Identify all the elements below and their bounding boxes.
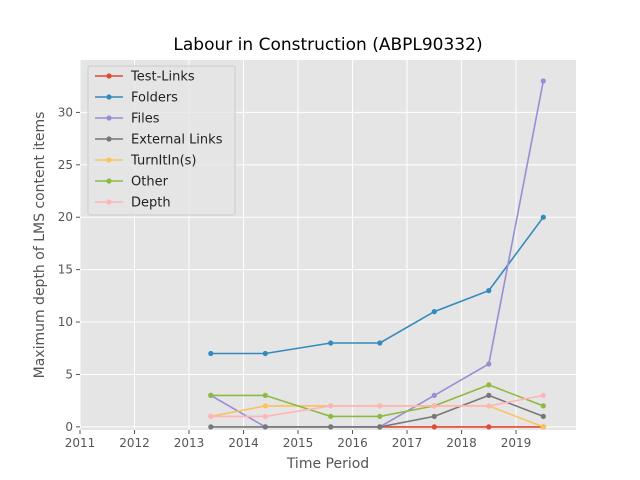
legend-entry: TurnItIn(s) <box>95 154 196 169</box>
legend-label: Other <box>131 175 169 190</box>
x-tick-label: 2017 <box>392 436 423 450</box>
data-point <box>540 413 546 419</box>
y-tick-label: 5 <box>65 367 73 381</box>
x-tick-label: 2019 <box>501 436 532 450</box>
data-point <box>328 413 334 419</box>
x-tick-label: 2014 <box>228 436 259 450</box>
data-point <box>377 403 383 409</box>
data-point <box>208 350 214 357</box>
series-layer <box>208 78 546 430</box>
legend-entry: Files <box>95 112 160 127</box>
series-3 <box>208 392 546 430</box>
x-tick-label: 2018 <box>446 436 477 450</box>
legend-label: Test-Links <box>130 70 195 85</box>
data-point <box>486 424 492 430</box>
data-point <box>486 361 492 367</box>
data-point <box>540 392 546 398</box>
data-point <box>540 403 546 409</box>
y-axis-label: Maximum depth of LMS content items <box>32 112 48 379</box>
legend-entry: Depth <box>95 196 171 211</box>
series-1 <box>208 214 546 357</box>
data-point <box>431 424 437 430</box>
x-tick-label: 2011 <box>65 436 96 450</box>
legend-swatch-marker <box>106 178 112 184</box>
y-tick-label: 30 <box>58 105 73 119</box>
data-point <box>377 424 383 430</box>
legend-label: Depth <box>131 196 171 211</box>
y-tick-label: 15 <box>58 263 73 277</box>
x-tick-label: 2012 <box>119 436 150 450</box>
legend-entry: Other <box>95 175 169 190</box>
data-point <box>328 340 334 346</box>
legend-swatch-marker <box>106 199 112 205</box>
y-tick-label: 20 <box>58 210 73 224</box>
x-axis-label: Time Period <box>286 456 369 472</box>
data-point <box>540 214 546 220</box>
legend-label: Files <box>131 112 160 127</box>
legend-entry: External Links <box>95 133 223 148</box>
data-point <box>328 403 334 409</box>
data-point <box>540 424 546 430</box>
x-tick-label: 2013 <box>174 436 205 450</box>
legend-box <box>87 65 236 216</box>
data-point <box>431 403 437 409</box>
legend-label: TurnItIn(s) <box>130 154 196 169</box>
legend-swatch-marker <box>106 136 112 142</box>
legend-swatch-marker <box>106 94 112 100</box>
data-point <box>486 392 492 398</box>
legend: Test-Links Folders Files External Links Turn… <box>87 65 236 216</box>
y-tick-label: 0 <box>65 420 73 434</box>
data-point <box>262 413 268 419</box>
data-point <box>208 413 214 419</box>
data-point <box>377 413 383 419</box>
legend-entry: Test-Links <box>95 70 195 85</box>
data-point <box>486 288 492 294</box>
y-tick-label: 10 <box>58 315 73 329</box>
data-point <box>262 350 268 357</box>
data-point <box>486 403 492 409</box>
data-point <box>262 424 268 430</box>
data-point <box>208 424 214 430</box>
legend-label: External Links <box>131 133 223 148</box>
x-tick-label: 2015 <box>283 436 314 450</box>
data-point <box>431 392 437 398</box>
data-point <box>262 403 268 409</box>
legend-entry: Folders <box>95 91 178 106</box>
legend-swatch-marker <box>106 157 112 163</box>
legend-swatch-marker <box>106 115 112 121</box>
x-axis-ticks: 2011 2012 2013 2014 2015 2016 2017 2018 2019 <box>65 430 532 450</box>
data-point <box>328 424 334 430</box>
y-axis-ticks: 0 5 10 15 20 25 30 <box>58 105 80 434</box>
series-5 <box>208 382 546 419</box>
data-point <box>262 392 268 398</box>
x-tick-label: 2016 <box>337 436 368 450</box>
data-point <box>431 309 437 315</box>
legend-swatch-marker <box>106 73 112 79</box>
data-point <box>486 382 492 388</box>
data-point <box>377 340 383 346</box>
series-6 <box>208 392 546 419</box>
data-point <box>431 413 437 419</box>
data-point <box>540 78 546 84</box>
chart-title: Labour in Construction (ABPL90332) <box>173 35 482 55</box>
y-tick-label: 25 <box>58 158 73 172</box>
data-point <box>208 392 214 398</box>
legend-label: Folders <box>131 91 178 106</box>
